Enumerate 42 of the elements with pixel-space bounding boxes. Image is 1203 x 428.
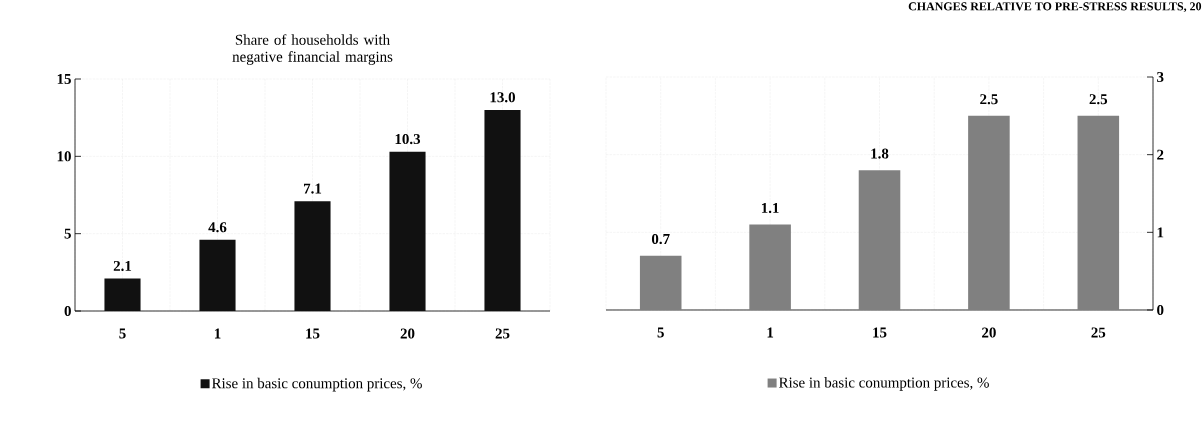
bar <box>858 170 901 310</box>
text: 10.3 <box>395 134 421 145</box>
legend-label: Rise in basic conumption prices, % <box>212 377 422 392</box>
y-tick-label: 10 <box>57 151 71 162</box>
y-tick-label: 15 <box>57 74 71 84</box>
bar <box>104 278 141 311</box>
chart-title: CHANGES RELATIVE TO PRE-STRESS RESULTS, 20 <box>908 2 1202 13</box>
data-label: 2.5 <box>980 94 998 105</box>
x-tick-label: 1 <box>767 327 774 338</box>
text: 13.0 <box>490 92 516 103</box>
bar <box>294 201 331 311</box>
x-tick-label: 5 <box>119 328 126 339</box>
bar <box>199 239 236 311</box>
data-label: 2.5 <box>1089 94 1108 105</box>
bar <box>968 115 1010 310</box>
x-tick-label: 25 <box>1091 327 1106 338</box>
bar <box>1077 115 1120 310</box>
x-tick-label: 20 <box>982 327 996 338</box>
bar <box>484 109 521 311</box>
y2-tick-label: 3 <box>1157 71 1164 83</box>
bar <box>749 224 791 310</box>
text: 4.6 <box>208 222 227 233</box>
data-label: 1.8 <box>871 148 889 159</box>
y2-tick-label: 2 <box>1157 149 1164 160</box>
x-tick-label: 20 <box>400 328 415 339</box>
x-tick-label: 5 <box>657 327 664 338</box>
y-tick-label: 5 <box>64 228 71 239</box>
x-tick-label: 25 <box>495 328 510 339</box>
y2-tick-label: 1 <box>1157 227 1164 238</box>
text: 7.1 <box>304 183 322 194</box>
x-tick-label: 1 <box>214 328 221 339</box>
x-tick-label: 15 <box>306 328 320 339</box>
data-label: 1.1 <box>761 202 779 214</box>
data-label: 0.7 <box>651 233 670 245</box>
x-tick-label: 15 <box>873 327 887 338</box>
bar <box>639 255 682 310</box>
text: 2.1 <box>113 260 132 272</box>
legend-label: Rise in basic conumption prices, % <box>779 377 989 391</box>
chart-title: Share of households with negative financial margins <box>232 34 393 65</box>
y-tick-label: 0 <box>64 305 71 317</box>
y2-tick-label: 0 <box>1157 304 1164 316</box>
bar <box>389 151 426 311</box>
